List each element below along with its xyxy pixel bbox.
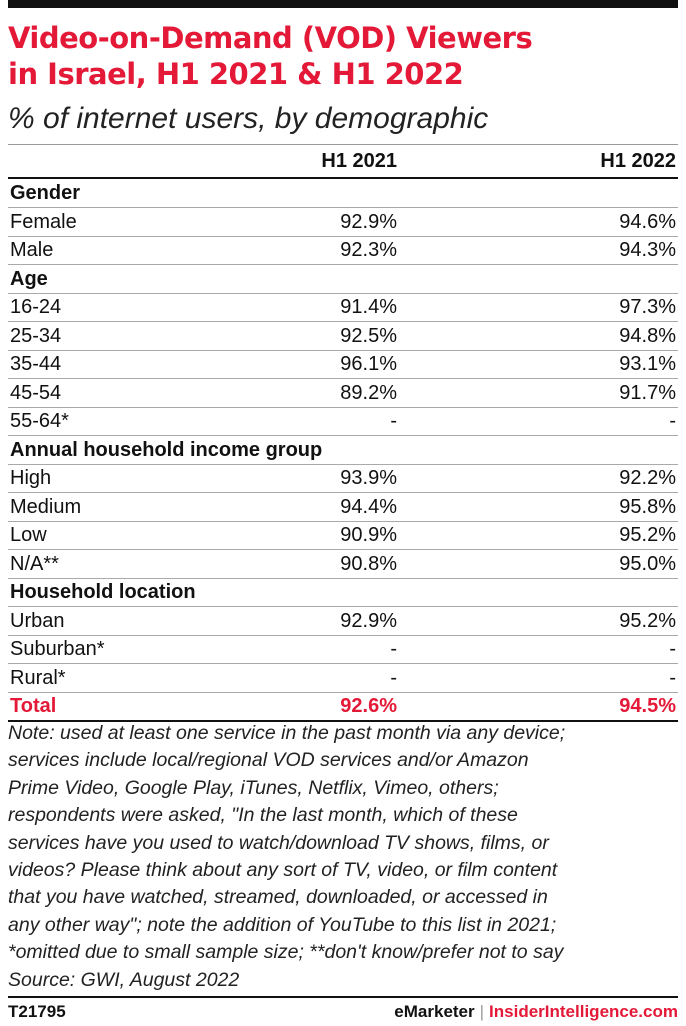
row-label: High xyxy=(10,467,52,489)
value-h1-2021: - xyxy=(390,666,397,689)
note-line: services include local/regional VOD serv… xyxy=(8,749,529,772)
value-h1-2021: 90.9% xyxy=(340,524,397,546)
column-header-h1-2021: H1 2021 xyxy=(321,150,397,172)
value-h1-2022: - xyxy=(669,666,676,689)
header-top-rule xyxy=(8,144,678,145)
value-h1-2022: 91.7% xyxy=(619,381,676,404)
value-h1-2021: 91.4% xyxy=(340,296,397,318)
value-h1-2021: 96.1% xyxy=(340,353,397,375)
value-h1-2022: 95.0% xyxy=(619,552,676,575)
value-h1-2021: 89.2% xyxy=(340,381,397,404)
value-h1-2021: - xyxy=(390,638,397,660)
table-row: Suburban* - - xyxy=(8,635,678,664)
row-label: Suburban* xyxy=(10,638,105,660)
row-label: 16-24 xyxy=(10,296,62,318)
category-row: Household location xyxy=(8,578,678,607)
row-label: Total xyxy=(10,695,57,717)
brand-insider-intelligence: InsiderIntelligence.com xyxy=(489,1002,678,1021)
row-label: 35-44 xyxy=(10,353,62,375)
note-line: Note: used at least one service in the p… xyxy=(8,722,566,744)
note-line: Prime Video, Google Play, iTunes, Netfli… xyxy=(8,776,499,799)
title-line-1: Video-on-Demand (VOD) Viewers xyxy=(8,21,533,55)
note-line: respondents were asked, "In the last mon… xyxy=(8,804,518,827)
row-label: 45-54 xyxy=(10,381,62,404)
row-label: Annual household income group xyxy=(10,438,323,461)
value-h1-2022: 95.2% xyxy=(619,524,676,546)
value-h1-2022: 94.3% xyxy=(619,239,676,261)
value-h1-2021: 92.9% xyxy=(340,210,397,233)
table-row: Medium 94.4% 95.8% xyxy=(8,493,678,522)
table-row: Female 92.9% 94.6% xyxy=(8,208,678,237)
row-label: Female xyxy=(10,210,77,233)
row-label: Urban xyxy=(10,609,65,632)
row-label: N/A** xyxy=(10,552,59,575)
row-label: Medium xyxy=(10,495,82,518)
row-label: 25-34 xyxy=(10,324,62,347)
value-h1-2021: 90.8% xyxy=(340,552,397,575)
value-h1-2021: 94.4% xyxy=(340,495,397,518)
value-h1-2022: 94.8% xyxy=(619,324,676,347)
table-row: Urban 92.9% 95.2% xyxy=(8,607,678,636)
value-h1-2022: 95.8% xyxy=(619,495,676,518)
value-h1-2021: 92.5% xyxy=(340,324,397,347)
table-row: 35-44 96.1% 93.1% xyxy=(8,350,678,379)
row-label: Low xyxy=(10,524,47,546)
table-row: Male 92.3% 94.3% xyxy=(8,236,678,265)
chart-id: T21795 xyxy=(8,1002,66,1021)
category-row: Age xyxy=(8,265,678,294)
footer: T21795 eMarketer | InsiderIntelligence.com xyxy=(8,996,678,1026)
value-h1-2021: 92.9% xyxy=(340,609,397,632)
value-h1-2022: 93.1% xyxy=(619,353,676,375)
chart-subtitle: % of internet users, by demographic xyxy=(8,102,489,135)
note-line: that you have watched, streamed, downloa… xyxy=(8,886,548,909)
row-label: Household location xyxy=(10,581,196,603)
source-line: Source: GWI, August 2022 xyxy=(8,968,240,991)
value-h1-2021: 93.9% xyxy=(340,467,397,489)
header-bottom-rule xyxy=(8,177,678,179)
brand-emarketer: eMarketer xyxy=(394,1002,475,1021)
note-line: *omitted due to small sample size; **don… xyxy=(8,941,564,964)
column-header-h1-2022: H1 2022 xyxy=(600,150,676,172)
note-line: any other way"; note the addition of You… xyxy=(8,913,557,936)
value-h1-2022: 97.3% xyxy=(619,296,676,318)
total-row: Total 92.6% 94.5% xyxy=(8,692,678,722)
title-line-2: in Israel, H1 2021 & H1 2022 xyxy=(8,57,464,91)
value-h1-2022: 94.5% xyxy=(619,695,676,717)
table-row: 16-24 91.4% 97.3% xyxy=(8,293,678,322)
value-h1-2021: 92.6% xyxy=(340,695,397,717)
value-h1-2022: - xyxy=(669,638,676,660)
table-row: N/A** 90.8% 95.0% xyxy=(8,550,678,579)
row-label: Rural* xyxy=(10,666,66,689)
top-bar xyxy=(8,0,678,8)
row-label: 55-64* xyxy=(10,410,69,432)
value-h1-2022: 95.2% xyxy=(619,609,676,632)
category-row: Gender xyxy=(8,179,678,208)
chart-title: Video-on-Demand (VOD) Viewers in Israel,… xyxy=(8,20,678,92)
value-h1-2021: 92.3% xyxy=(340,239,397,261)
table-row: 25-34 92.5% 94.8% xyxy=(8,322,678,351)
chart-note: Note: used at least one service in the p… xyxy=(8,720,680,994)
table-row: Low 90.9% 95.2% xyxy=(8,521,678,550)
brand-separator: | xyxy=(479,1002,485,1021)
note-line: videos? Please think about any sort of T… xyxy=(8,859,558,882)
row-label: Male xyxy=(10,239,54,261)
value-h1-2022: 94.6% xyxy=(619,210,676,233)
table-row: 55-64* - - xyxy=(8,407,678,436)
brand-credit: eMarketer | InsiderIntelligence.com xyxy=(394,1002,678,1022)
value-h1-2022: - xyxy=(669,410,676,432)
table-row: 45-54 89.2% 91.7% xyxy=(8,379,678,408)
table-row: Rural* - - xyxy=(8,664,678,693)
value-h1-2021: - xyxy=(390,410,397,432)
note-line: services have you used to watch/download… xyxy=(8,831,549,854)
value-h1-2022: 92.2% xyxy=(619,467,676,489)
row-label: Gender xyxy=(10,182,81,204)
row-label: Age xyxy=(10,267,48,290)
category-row: Annual household income group xyxy=(8,436,678,465)
table-row: High 93.9% 92.2% xyxy=(8,464,678,493)
